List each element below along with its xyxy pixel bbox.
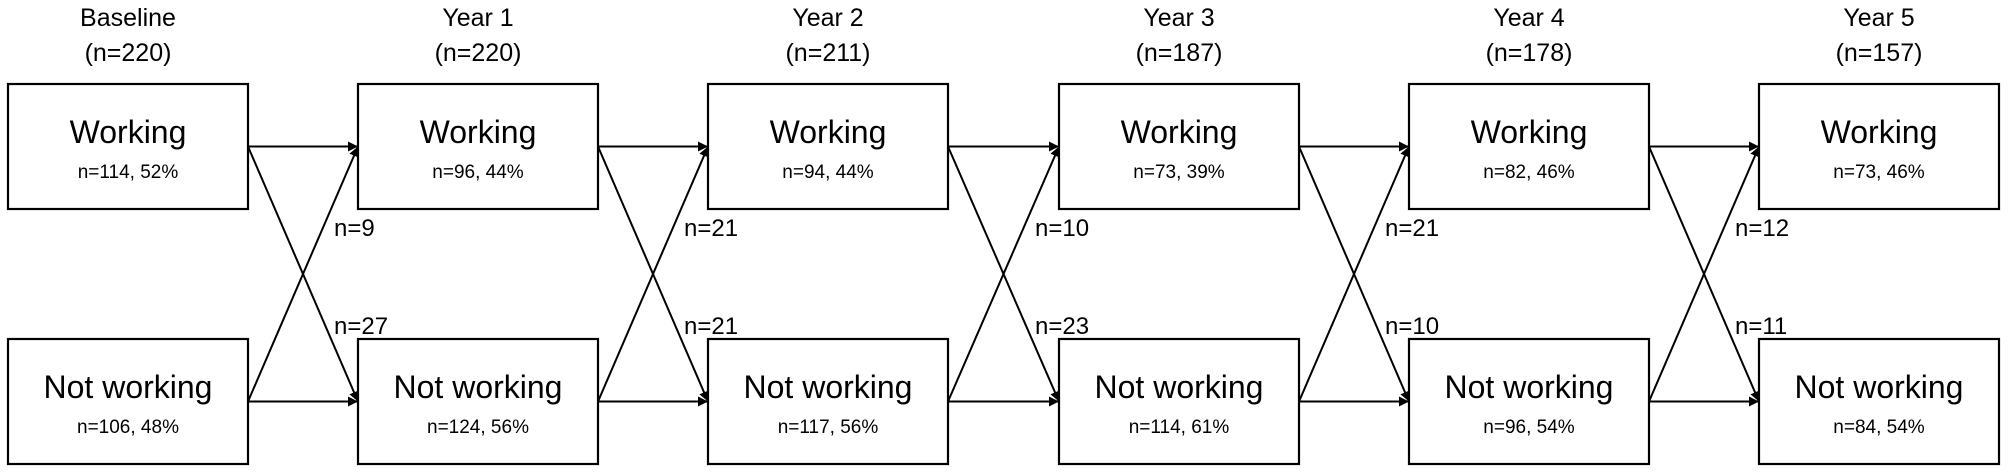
working-to-not-working-count: n=27 — [334, 313, 388, 340]
not-working-box — [1757, 337, 2001, 466]
column-total: (n=211) — [785, 39, 870, 67]
working-box — [1407, 82, 1651, 211]
column-total: (n=220) — [85, 39, 172, 67]
column-title: Year 4 — [1493, 4, 1564, 32]
column-title: Year 1 — [442, 4, 513, 32]
working-label: Working — [70, 114, 187, 150]
not-working-box — [706, 337, 950, 466]
not-working-to-working-arrow — [1298, 146, 1410, 402]
column-total: (n=157) — [1836, 39, 1923, 67]
working-label: Working — [1821, 114, 1938, 150]
column-total: (n=220) — [435, 39, 522, 67]
not-working-stat: n=84, 54% — [1833, 417, 1924, 438]
not-working-box — [356, 337, 600, 466]
not-working-stat: n=124, 56% — [427, 417, 529, 438]
working-to-not-working-count: n=23 — [1035, 313, 1089, 340]
working-to-not-working-count: n=11 — [1735, 313, 1787, 340]
working-stat: n=114, 52% — [78, 162, 179, 183]
working-stat: n=82, 46% — [1483, 162, 1574, 183]
not-working-label: Not working — [744, 369, 913, 405]
column-title: Year 2 — [792, 4, 863, 32]
not-working-label: Not working — [394, 369, 563, 405]
working-box — [1057, 82, 1301, 211]
column-title: Baseline — [80, 4, 176, 32]
not-working-label: Not working — [44, 369, 213, 405]
working-box — [1757, 82, 2001, 211]
not-working-stat: n=96, 54% — [1483, 417, 1574, 438]
working-box — [356, 82, 600, 211]
column-title: Year 5 — [1843, 4, 1914, 32]
not-working-box — [1407, 337, 1651, 466]
working-label: Working — [1121, 114, 1238, 150]
column-total: (n=178) — [1486, 39, 1573, 67]
not-working-box — [6, 337, 250, 466]
not-working-label: Not working — [1445, 369, 1614, 405]
not-working-to-working-count: n=12 — [1735, 215, 1789, 242]
working-stat: n=73, 39% — [1133, 162, 1224, 183]
not-working-box — [1057, 337, 1301, 466]
working-to-not-working-count: n=21 — [684, 313, 738, 340]
working-box — [706, 82, 950, 211]
not-working-stat: n=117, 56% — [778, 417, 879, 438]
not-working-label: Not working — [1795, 369, 1964, 405]
working-stat: n=73, 46% — [1833, 162, 1924, 183]
not-working-to-working-arrow — [1648, 146, 1760, 402]
working-label: Working — [1471, 114, 1588, 150]
working-label: Working — [420, 114, 537, 150]
working-to-not-working-count: n=10 — [1385, 313, 1439, 340]
not-working-to-working-count: n=21 — [1385, 215, 1439, 242]
not-working-to-working-arrow — [247, 146, 359, 402]
column-total: (n=187) — [1136, 39, 1223, 67]
not-working-label: Not working — [1095, 369, 1264, 405]
not-working-to-working-count: n=21 — [684, 215, 738, 242]
not-working-to-working-count: n=9 — [334, 215, 375, 242]
not-working-stat: n=106, 48% — [77, 417, 179, 438]
not-working-stat: n=114, 61% — [1129, 417, 1230, 438]
not-working-to-working-arrow — [947, 146, 1060, 402]
not-working-to-working-count: n=10 — [1035, 215, 1089, 242]
working-stat: n=96, 44% — [432, 162, 523, 183]
working-box — [6, 82, 250, 211]
working-label: Working — [770, 114, 887, 150]
not-working-to-working-arrow — [597, 146, 709, 402]
column-title: Year 3 — [1143, 4, 1214, 32]
working-stat: n=94, 44% — [782, 162, 873, 183]
